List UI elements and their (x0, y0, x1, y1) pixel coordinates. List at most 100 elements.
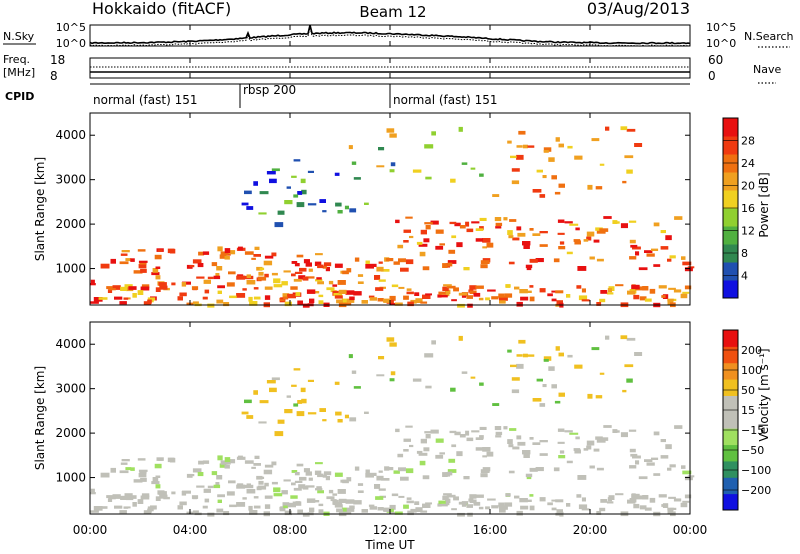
velocity-cell (315, 462, 323, 465)
velocity-cell (628, 429, 637, 432)
power-cell (599, 228, 609, 232)
velocity-cell (341, 507, 347, 512)
power-cell (403, 295, 409, 300)
power-cell (525, 264, 533, 269)
velocity-cell (629, 448, 636, 453)
velocity-cell (381, 478, 390, 481)
colorbar-swatch (723, 493, 738, 511)
velocity-cell (106, 495, 113, 499)
power-cell (217, 290, 222, 294)
velocity-cell (119, 470, 129, 474)
power-cell (133, 270, 143, 274)
velocity-cell (93, 506, 103, 511)
power-cell (599, 298, 606, 303)
power-cell (626, 169, 633, 174)
velocity-cell (595, 395, 603, 399)
power-cell (511, 180, 520, 185)
velocity-frame-bg (90, 322, 690, 514)
velocity-cell (457, 512, 465, 517)
power-cell (673, 289, 682, 293)
velocity-cell (577, 475, 587, 480)
velocity-cell (557, 428, 565, 432)
velocity-cell (605, 335, 610, 340)
power-cell (253, 287, 259, 290)
power-cell (542, 175, 547, 179)
power-cell (576, 285, 582, 289)
velocity-cell (469, 494, 477, 499)
velocity-cell (566, 460, 573, 464)
power-cell (229, 295, 237, 299)
power-cell (346, 268, 352, 273)
power-cell (317, 281, 324, 285)
velocity-cell (216, 475, 223, 480)
velocity-cell (430, 429, 439, 434)
velocity-cell (620, 335, 628, 340)
colorbar-swatch (723, 226, 738, 245)
velocity-cell (236, 484, 245, 489)
power-cell (302, 303, 310, 308)
velocity-cell (389, 342, 397, 347)
cpid-segment-label: normal (fast) 151 (93, 93, 197, 107)
velocity-cell (281, 490, 288, 495)
velocity-cell (596, 467, 604, 471)
power-cell (593, 239, 600, 243)
velocity-cell (576, 494, 582, 498)
power-cell (378, 261, 383, 264)
velocity-cell (482, 447, 491, 452)
velocity-cell (532, 442, 541, 445)
power-cell (207, 303, 215, 308)
power-cell (293, 159, 301, 162)
power-cell (375, 287, 384, 291)
y-tick-label: 4000 (55, 128, 86, 142)
power-cell (606, 292, 614, 295)
power-cell (211, 262, 218, 267)
power-cell (486, 242, 494, 248)
velocity-cell (302, 485, 309, 490)
power-cell (634, 143, 643, 147)
colorbar-tick-label: 28 (741, 135, 755, 148)
velocity-cell (333, 502, 343, 506)
colorbar-swatch (723, 346, 738, 364)
velocity-cell (158, 491, 167, 495)
velocity-cell (624, 364, 634, 368)
velocity-cell (322, 475, 327, 478)
velocity-cell (259, 400, 269, 404)
power-cell (303, 259, 310, 264)
power-cell (667, 298, 674, 302)
power-cell (112, 285, 121, 290)
colorbar-tick-label: 200 (741, 344, 762, 357)
velocity-cell (264, 495, 273, 499)
power-cell (397, 244, 404, 249)
power-cell (564, 221, 573, 224)
power-cell (463, 267, 470, 271)
power-cell (155, 287, 161, 292)
power-cell (539, 288, 546, 293)
y-tick-label: 3000 (55, 173, 86, 187)
power-cell (319, 199, 326, 203)
velocity-cell (191, 495, 199, 499)
velocity-cell (539, 403, 546, 407)
colorbar-tick-label: −50 (741, 444, 764, 457)
velocity-cell (246, 415, 254, 419)
velocity-cell (511, 377, 520, 381)
velocity-cell (665, 444, 672, 450)
velocity-cell (204, 498, 210, 503)
power-cell (425, 225, 431, 230)
y-tick-label: 1000 (55, 471, 86, 485)
velocity-cell (284, 409, 293, 414)
power-cell (522, 144, 528, 149)
power-cell (333, 293, 343, 297)
velocity-cell (507, 439, 513, 444)
power-cell (632, 246, 641, 250)
power-cell (458, 292, 468, 296)
velocity-cell (487, 498, 496, 501)
power-cell (539, 231, 548, 234)
x-tick-label: 04:00 (173, 523, 208, 537)
power-cell (400, 267, 409, 272)
colorbar-tick-label: 4 (741, 270, 748, 283)
velocity-cell (302, 512, 310, 517)
power-cell (475, 285, 484, 289)
power-cell (336, 299, 343, 304)
power-cell (631, 284, 640, 290)
power-cell (682, 261, 692, 266)
